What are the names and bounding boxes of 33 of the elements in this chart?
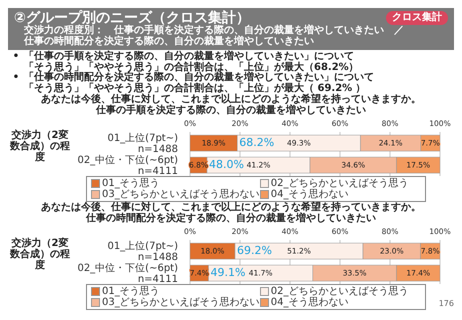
- legend-label: 04_そう思わない: [270, 297, 350, 308]
- chart-title: あなたは今後、仕事に対して、これまで以上にどのような希望を持っていきますか。: [40, 94, 422, 105]
- chart-subtitle: 仕事の手順を決定する際の、自分の裁量を増やしていきたい: [94, 104, 367, 116]
- legend-label: 02_どちらかといえばそう思う: [270, 178, 410, 189]
- legend-label: 02_どちらかといえばそう思う: [270, 286, 410, 297]
- legend-label: 03_どちらかといえばそう思わない: [101, 297, 260, 308]
- legend-label: 01_そう思う: [101, 286, 161, 297]
- y-axis-title: 交渉力（2変数合成）の程度: [8, 128, 71, 163]
- text: 「仕事の手順を決定する際の、自分の裁量を増やしていきたい」について: [24, 51, 355, 62]
- annotation: 69.2%: [237, 244, 272, 257]
- text: 交渉力の程度別： 仕事の手順を決定する際の、自分の裁量を増やしていきたい ／: [24, 25, 405, 36]
- text: 「そう思う」「ややそう思う」の合計割合は、「上位」が最大（68.2%）: [24, 62, 359, 72]
- text: 176: [438, 299, 454, 308]
- legend-label: 01_そう思う: [101, 178, 161, 189]
- text: •: [12, 51, 20, 64]
- y-axis-title: 交渉力（2変数合成）の程度: [8, 236, 71, 271]
- annotation: 49.1%: [210, 266, 246, 279]
- legend-label: 03_どちらかといえばそう思わない: [101, 189, 260, 200]
- y-tick-label: 01_上位(7pt~) n=1488: [107, 132, 178, 155]
- text: ②グループ別のニーズ（クロス集計）: [14, 10, 250, 26]
- y-tick-label: 02_中位・下位(~6pt) n=4111: [77, 262, 178, 285]
- y-tick-label: 01_上位(7pt~) n=1488: [107, 240, 178, 263]
- text: 「そう思う」「ややそう思う」の合計割合は、「上位」が最大（ 69.2% ）: [24, 82, 367, 94]
- text: •: [12, 72, 20, 85]
- y-tick-label: 02_中位・下位(~6pt) n=4111: [77, 154, 178, 177]
- legend-label: 04_そう思わない: [270, 189, 350, 200]
- annotation: 68.2%: [239, 136, 274, 149]
- text: クロス集計: [386, 11, 448, 25]
- text: 仕事の時間配分を決定する際の、自分の裁量を増やしていきたい: [22, 36, 315, 47]
- chart-title: あなたは今後、仕事に対して、これまで以上にどのような希望を持っていきますか。: [40, 202, 422, 213]
- chart-subtitle: 仕事の時間配分を決定する際の、自分の裁量を増やしていきたい: [84, 212, 377, 224]
- text: 「仕事の時間配分を決定する際の、自分の裁量を増やしていきたい」について: [24, 72, 374, 83]
- annotation: 48.0%: [209, 158, 244, 171]
